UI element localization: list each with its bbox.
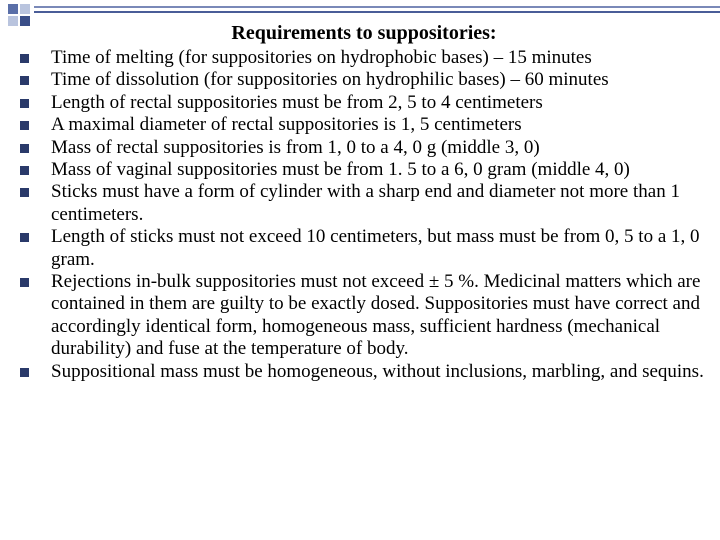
list-text: Rejections in-bulk suppositories must no… bbox=[51, 271, 708, 361]
list-text: Sticks must have a form of cylinder with… bbox=[51, 181, 708, 226]
list-item: Mass of vaginal suppositories must be fr… bbox=[20, 159, 708, 181]
bullet-icon bbox=[20, 278, 29, 287]
deco-square bbox=[8, 4, 18, 14]
list-item: Time of dissolution (for suppositories o… bbox=[20, 69, 708, 91]
list-item: Length of sticks must not exceed 10 cent… bbox=[20, 226, 708, 271]
list-item: A maximal diameter of rectal suppositori… bbox=[20, 114, 708, 136]
bullet-icon bbox=[20, 54, 29, 63]
bullet-icon bbox=[20, 121, 29, 130]
list-item: Length of rectal suppositories must be f… bbox=[20, 92, 708, 114]
list-text: Length of rectal suppositories must be f… bbox=[51, 92, 708, 114]
slide-title: Requirements to suppositories: bbox=[20, 22, 708, 45]
bullet-icon bbox=[20, 99, 29, 108]
deco-square bbox=[20, 4, 30, 14]
bullet-icon bbox=[20, 76, 29, 85]
list-text: Time of dissolution (for suppositories o… bbox=[51, 69, 708, 91]
list-text: A maximal diameter of rectal suppositori… bbox=[51, 114, 708, 136]
deco-square bbox=[8, 16, 18, 26]
list-text: Mass of rectal suppositories is from 1, … bbox=[51, 137, 708, 159]
bullet-list: Time of melting (for suppositories on hy… bbox=[20, 47, 708, 383]
bullet-icon bbox=[20, 188, 29, 197]
header-line bbox=[34, 11, 720, 13]
list-text: Mass of vaginal suppositories must be fr… bbox=[51, 159, 708, 181]
bullet-icon bbox=[20, 144, 29, 153]
list-item: Rejections in-bulk suppositories must no… bbox=[20, 271, 708, 361]
list-text: Suppositional mass must be homogeneous, … bbox=[51, 361, 708, 383]
list-text: Length of sticks must not exceed 10 cent… bbox=[51, 226, 708, 271]
bullet-icon bbox=[20, 233, 29, 242]
list-item: Sticks must have a form of cylinder with… bbox=[20, 181, 708, 226]
list-item: Mass of rectal suppositories is from 1, … bbox=[20, 137, 708, 159]
list-item: Time of melting (for suppositories on hy… bbox=[20, 47, 708, 69]
slide-content: Requirements to suppositories: Time of m… bbox=[20, 22, 708, 383]
header-line bbox=[34, 6, 720, 8]
list-text: Time of melting (for suppositories on hy… bbox=[51, 47, 708, 69]
bullet-icon bbox=[20, 166, 29, 175]
bullet-icon bbox=[20, 368, 29, 377]
list-item: Suppositional mass must be homogeneous, … bbox=[20, 361, 708, 383]
